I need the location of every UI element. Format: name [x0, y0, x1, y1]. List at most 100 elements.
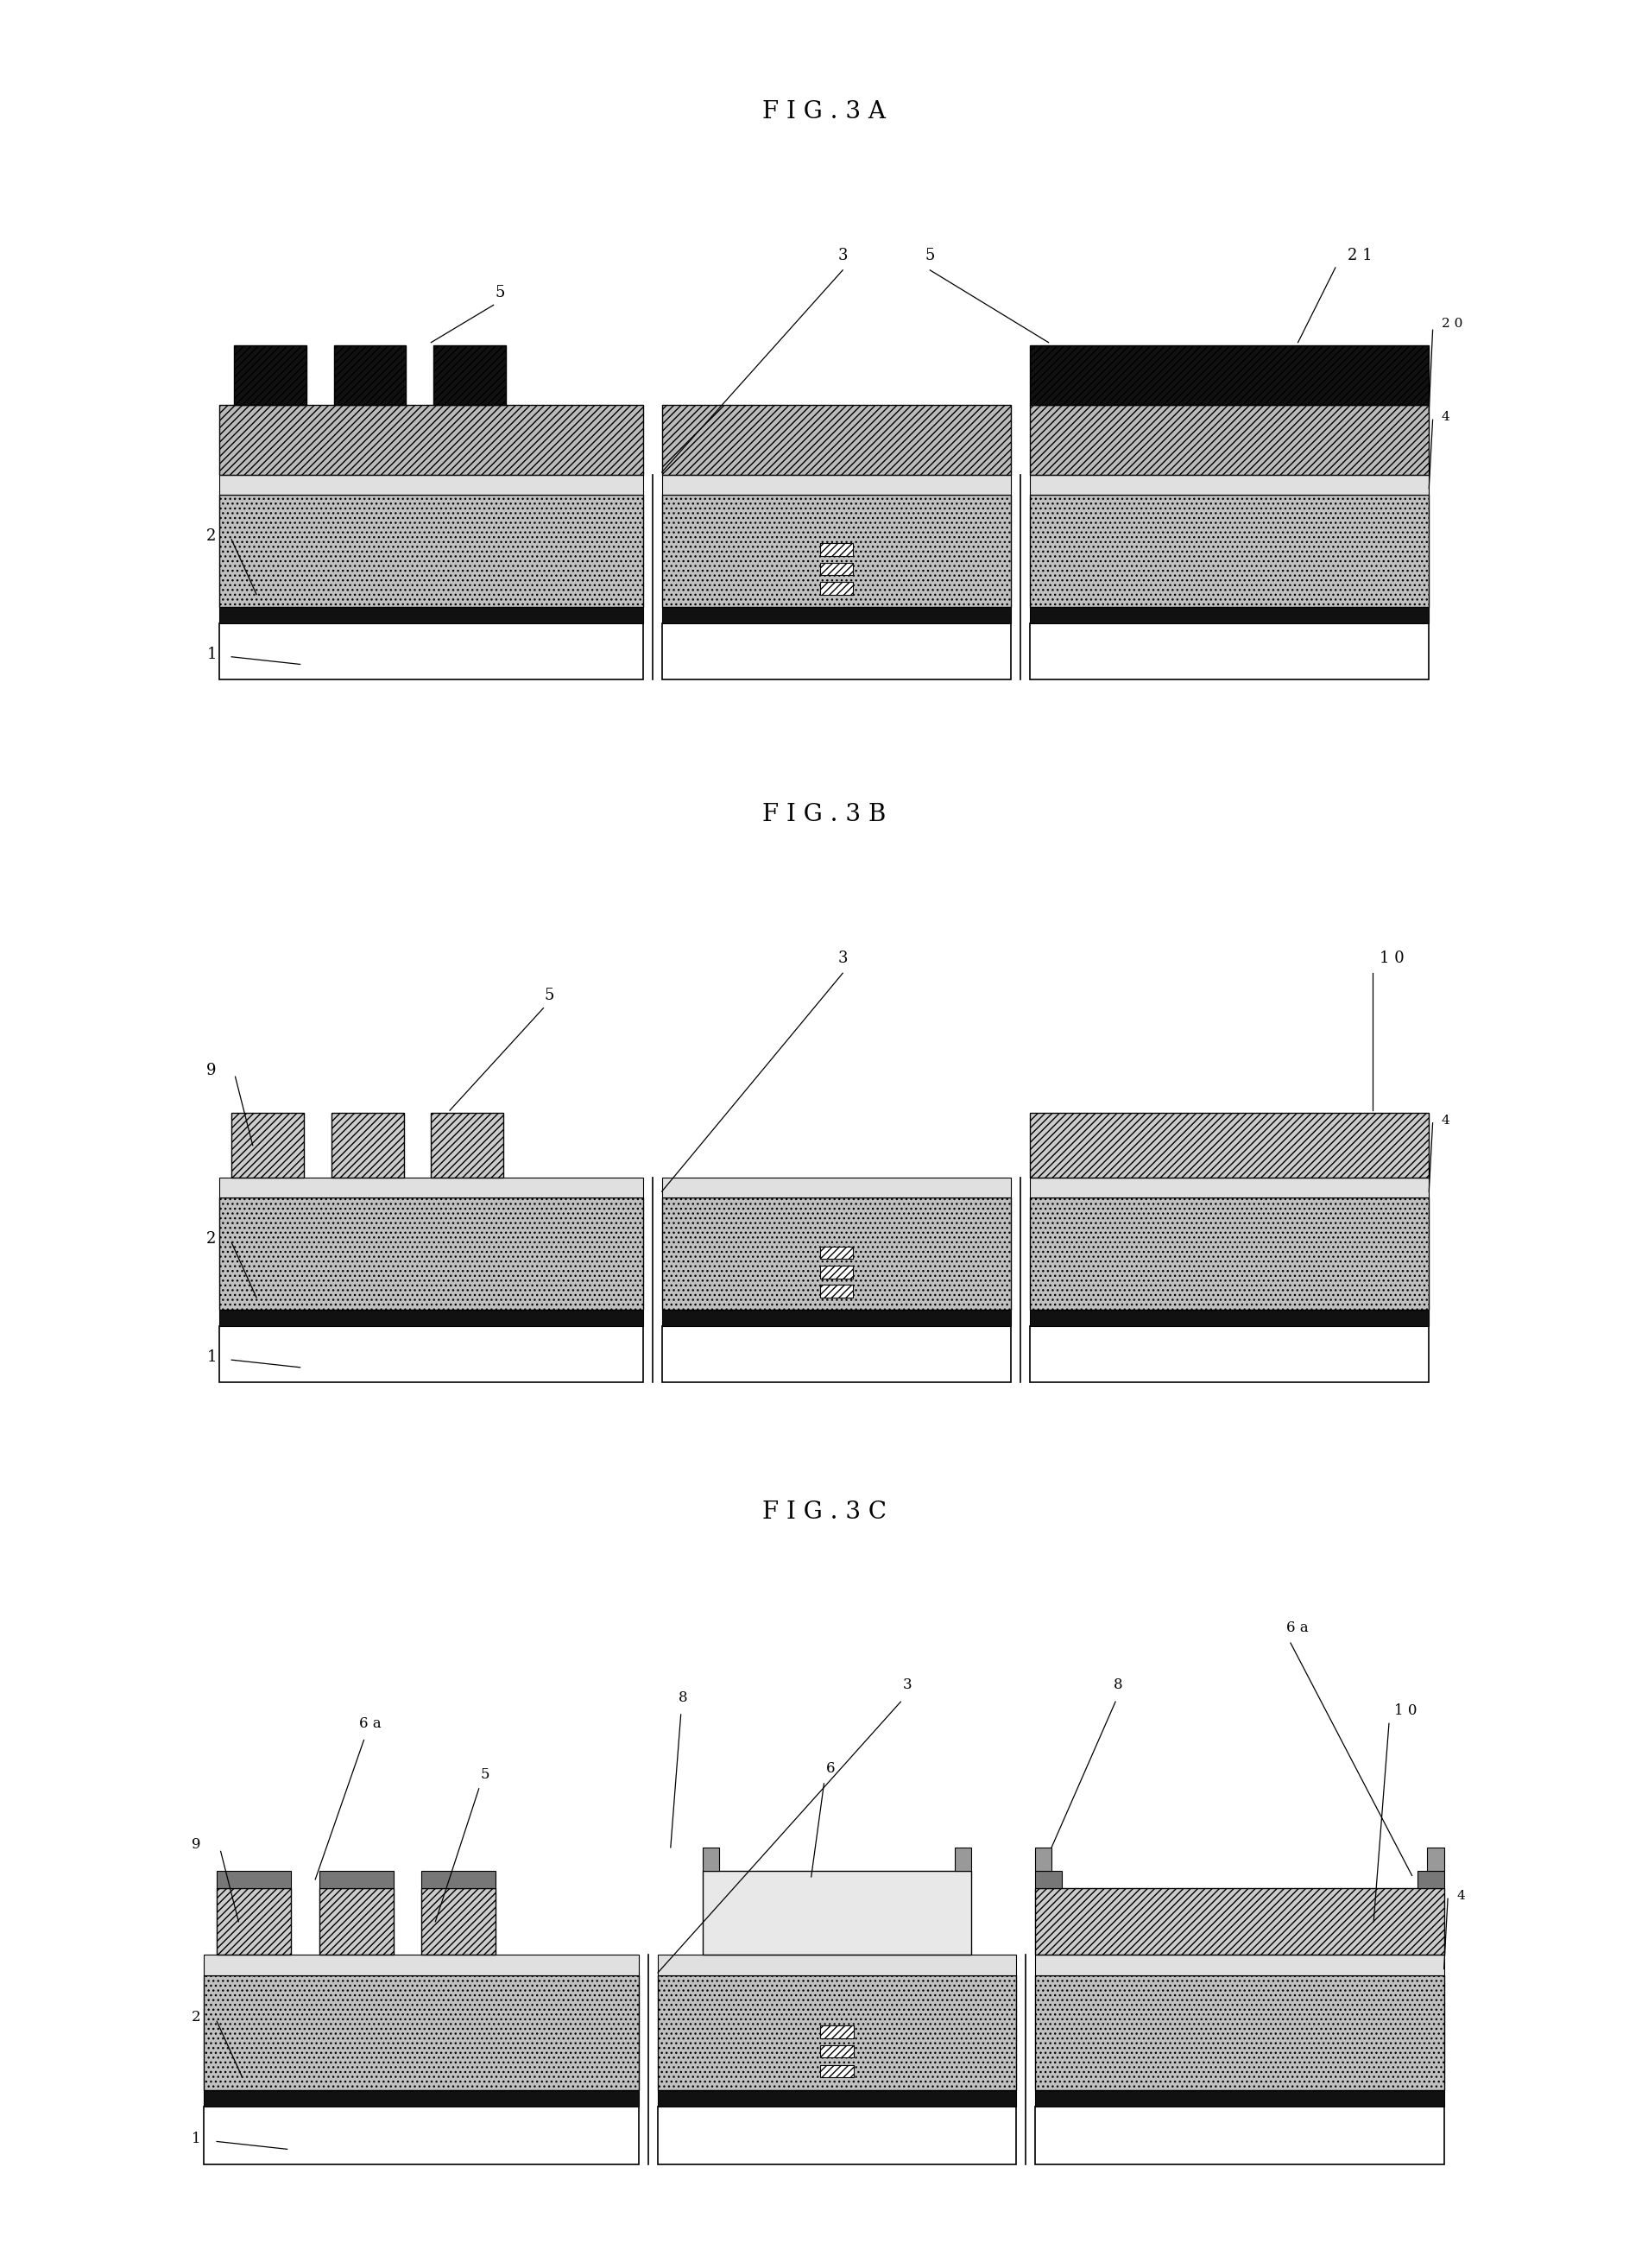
Bar — [658, 2107, 1015, 2164]
Bar — [821, 1247, 852, 1259]
Bar — [658, 1955, 1015, 1975]
Bar — [204, 1975, 639, 2091]
Bar — [320, 1871, 394, 1889]
Text: 8: 8 — [1114, 1678, 1122, 1692]
Text: 3: 3 — [837, 247, 847, 263]
Bar — [231, 1114, 303, 1177]
Bar — [1030, 608, 1429, 624]
Bar — [1030, 624, 1429, 680]
Bar — [1030, 404, 1429, 474]
Bar — [662, 474, 1012, 494]
Bar — [1035, 1848, 1051, 1871]
Bar — [432, 1114, 503, 1177]
Bar — [331, 1114, 404, 1177]
Bar — [1030, 474, 1429, 494]
Text: 2: 2 — [206, 1232, 216, 1247]
Text: 2: 2 — [206, 528, 216, 544]
Bar — [954, 1848, 971, 1871]
Bar — [1035, 2091, 1444, 2107]
Bar — [1035, 1871, 1061, 1889]
Text: 1 0: 1 0 — [1394, 1703, 1417, 1719]
Text: 5: 5 — [481, 1767, 489, 1783]
Text: 4: 4 — [1442, 411, 1450, 424]
Bar — [821, 2046, 854, 2057]
Bar — [658, 2091, 1015, 2107]
Text: 1: 1 — [191, 2132, 201, 2146]
Text: 6 a: 6 a — [359, 1717, 381, 1730]
Bar — [662, 624, 1012, 680]
Bar — [422, 1871, 496, 1889]
Bar — [702, 1871, 971, 1955]
Bar — [1035, 2107, 1444, 2164]
Text: 5: 5 — [494, 286, 504, 299]
Bar — [662, 1198, 1012, 1311]
Bar — [1030, 1177, 1429, 1198]
Bar — [662, 1327, 1012, 1381]
Bar — [1035, 1889, 1444, 1955]
Bar — [662, 494, 1012, 608]
Bar — [1417, 1871, 1444, 1889]
Text: 3: 3 — [837, 950, 847, 966]
Text: 6: 6 — [826, 1760, 836, 1776]
Text: 2: 2 — [191, 2009, 201, 2025]
Bar — [1030, 1114, 1429, 1177]
Bar — [662, 1311, 1012, 1327]
Bar — [204, 1955, 639, 1975]
Bar — [219, 1198, 643, 1311]
Bar — [219, 624, 643, 680]
Bar — [218, 1889, 292, 1955]
Bar — [320, 1889, 394, 1955]
Bar — [662, 404, 1012, 474]
Bar — [422, 1889, 496, 1955]
Bar — [1035, 1955, 1444, 1975]
Bar — [662, 1177, 1012, 1198]
Bar — [219, 474, 643, 494]
Text: 1 0: 1 0 — [1379, 950, 1404, 966]
Text: 1: 1 — [206, 1349, 216, 1365]
Text: F I G . 3 B: F I G . 3 B — [761, 803, 887, 826]
Bar — [219, 1327, 643, 1381]
Bar — [658, 1975, 1015, 2091]
Text: 2 0: 2 0 — [1442, 318, 1462, 329]
Bar — [1030, 1327, 1429, 1381]
Bar — [204, 2091, 639, 2107]
Text: 4: 4 — [1442, 1114, 1450, 1127]
Bar — [821, 544, 852, 556]
Bar — [219, 404, 643, 474]
Bar — [219, 608, 643, 624]
Bar — [234, 345, 307, 404]
Text: 3: 3 — [903, 1678, 911, 1692]
Bar — [821, 562, 852, 576]
Bar — [1035, 1975, 1444, 2091]
Bar — [1427, 1848, 1444, 1871]
Bar — [662, 608, 1012, 624]
Text: 2 1: 2 1 — [1348, 247, 1373, 263]
Bar — [219, 494, 643, 608]
Text: F I G . 3 C: F I G . 3 C — [761, 1501, 887, 1524]
Text: F I G . 3 A: F I G . 3 A — [763, 100, 885, 122]
Bar — [218, 1871, 292, 1889]
Bar — [821, 2025, 854, 2039]
Bar — [433, 345, 506, 404]
Text: 5: 5 — [545, 989, 554, 1002]
Bar — [702, 1848, 719, 1871]
Text: 9: 9 — [206, 1064, 216, 1077]
Bar — [335, 345, 405, 404]
Bar — [219, 1177, 643, 1198]
Bar — [1030, 1198, 1429, 1311]
Bar — [1030, 1311, 1429, 1327]
Text: 4: 4 — [1457, 1889, 1465, 1903]
Text: 1: 1 — [206, 646, 216, 662]
Bar — [1030, 345, 1429, 404]
Text: 5: 5 — [925, 247, 934, 263]
Text: 8: 8 — [679, 1690, 687, 1706]
Bar — [1030, 494, 1429, 608]
Bar — [219, 1311, 643, 1327]
Bar — [821, 1266, 852, 1279]
Bar — [821, 1286, 852, 1297]
Bar — [821, 583, 852, 594]
Text: 6 a: 6 a — [1285, 1619, 1309, 1635]
Text: 9: 9 — [191, 1837, 201, 1853]
Bar — [821, 2064, 854, 2077]
Bar — [204, 2107, 639, 2164]
